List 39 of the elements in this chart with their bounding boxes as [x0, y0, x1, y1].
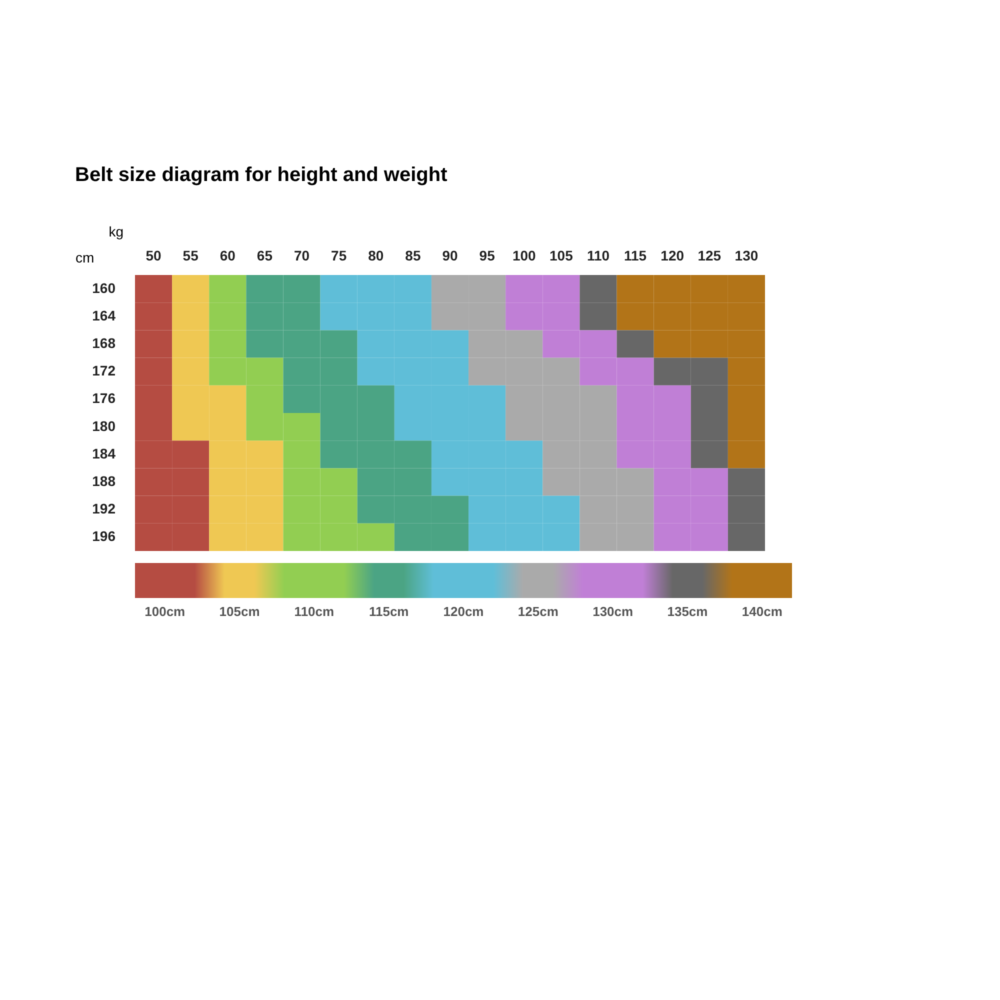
x-tick-label: 125 — [698, 248, 722, 264]
x-tick-label: 80 — [368, 248, 384, 264]
x-tick-label: 65 — [256, 248, 273, 264]
color-bar-label: 135cm — [667, 604, 708, 619]
y-tick-label: 196 — [92, 528, 116, 544]
x-tick-label: 120 — [660, 248, 684, 264]
x-tick-label: 105 — [549, 248, 574, 264]
y-tick-label: 160 — [92, 280, 116, 296]
color-bar-label: 105cm — [219, 604, 260, 619]
y-tick-label: 184 — [92, 445, 116, 462]
y-tick-label: 172 — [92, 362, 116, 379]
color-bar-label: 130cm — [592, 604, 634, 619]
y-tick-label: 176 — [92, 390, 116, 406]
x-tick-label: 115 — [624, 248, 647, 264]
x-tick-label: 110 — [586, 248, 610, 264]
color-bar-label: 100cm — [144, 604, 186, 619]
y-tick-label: 188 — [92, 473, 116, 489]
color-bar-label: 115cm — [368, 604, 409, 619]
chart-title: Belt size diagram for height and weight — [75, 164, 448, 186]
x-tick-label: 85 — [405, 248, 421, 264]
color-bar-label: 140cm — [742, 604, 782, 619]
y-axis-title: cm — [76, 250, 94, 266]
x-tick-label: 70 — [294, 248, 310, 264]
x-tick-label: 75 — [331, 248, 347, 264]
y-tick-label: 168 — [92, 335, 116, 351]
y-tick-label: 164 — [92, 307, 116, 324]
color-bar-label: 120cm — [443, 604, 484, 619]
y-tick-label: 180 — [92, 418, 116, 434]
y-tick-label: 192 — [92, 500, 116, 517]
x-axis-title: kg — [108, 224, 124, 240]
x-tick-label: 95 — [479, 248, 496, 264]
x-tick-label: 60 — [220, 248, 236, 264]
x-tick-label: 55 — [182, 248, 199, 264]
color-bar-label: 125cm — [518, 604, 558, 619]
x-tick-label: 100 — [512, 248, 536, 264]
x-tick-label: 130 — [734, 248, 758, 264]
x-tick-label: 90 — [442, 248, 458, 264]
x-tick-label: 50 — [146, 248, 162, 264]
color-bar-label: 110cm — [294, 604, 334, 619]
